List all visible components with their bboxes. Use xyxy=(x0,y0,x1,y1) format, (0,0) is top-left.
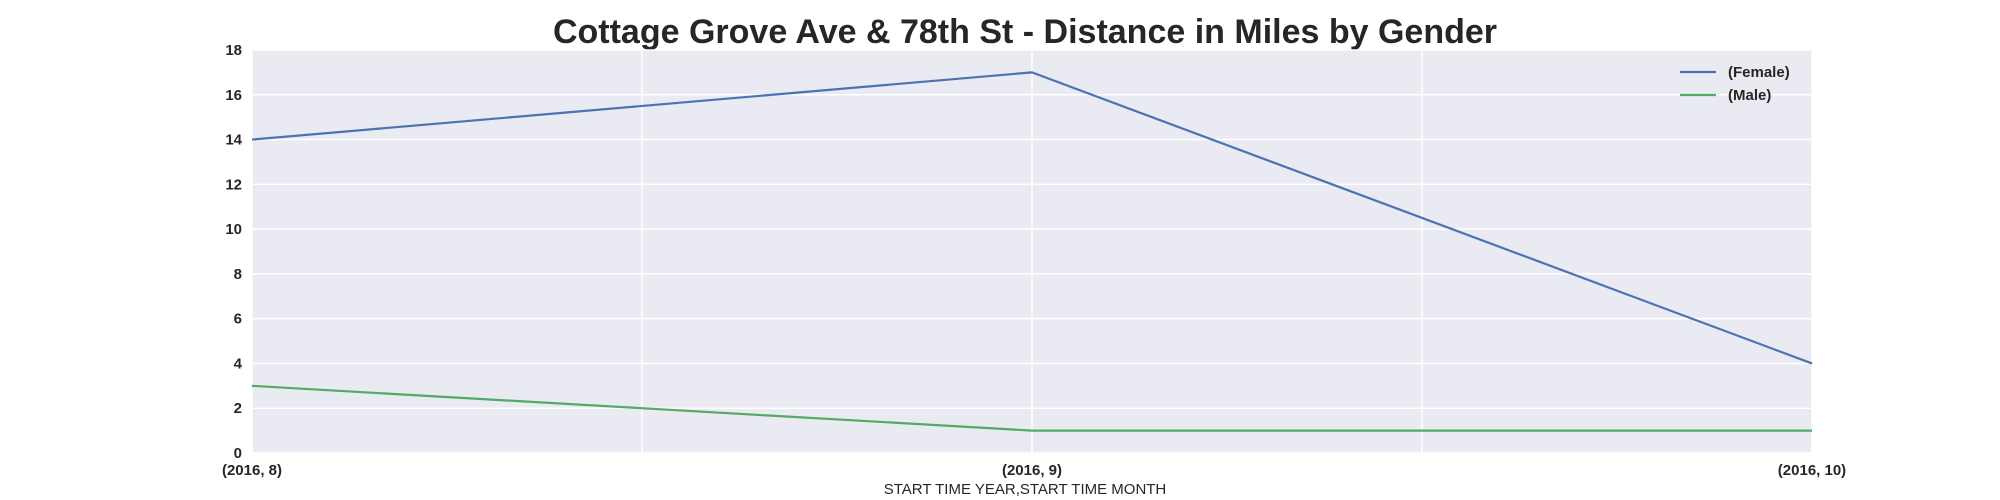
legend: (Female) (Male) xyxy=(1680,64,1790,104)
series-line-0 xyxy=(251,71,1813,365)
y-tick-label: 16 xyxy=(225,87,242,104)
y-tick-label: 10 xyxy=(225,221,242,238)
x-axis-ticks: (2016, 8) (2016, 9) (2016, 10) xyxy=(222,462,1846,479)
chart-title: Cottage Grove Ave & 78th St - Distance i… xyxy=(553,13,1497,51)
y-tick-label: 2 xyxy=(234,400,242,417)
x-axis-label: START TIME YEAR,START TIME MONTH xyxy=(884,481,1167,498)
plot-area xyxy=(251,49,1813,454)
series-line-1 xyxy=(251,384,1812,432)
legend-label: (Female) xyxy=(1728,64,1790,81)
legend-label: (Male) xyxy=(1728,87,1771,104)
y-tick-label: 0 xyxy=(234,445,242,462)
series-lines xyxy=(251,71,1813,432)
y-tick-label: 12 xyxy=(225,176,242,193)
x-tick-label: (2016, 8) xyxy=(222,462,282,479)
y-tick-label: 18 xyxy=(225,42,242,59)
y-axis-ticks: 0 2 4 6 8 10 12 14 16 18 xyxy=(225,42,242,462)
y-tick-label: 8 xyxy=(234,266,242,283)
x-tick-label: (2016, 10) xyxy=(1778,462,1846,479)
y-tick-label: 14 xyxy=(225,132,242,149)
y-tick-label: 6 xyxy=(234,311,242,328)
x-tick-label: (2016, 9) xyxy=(1002,462,1062,479)
y-tick-label: 4 xyxy=(234,355,243,372)
